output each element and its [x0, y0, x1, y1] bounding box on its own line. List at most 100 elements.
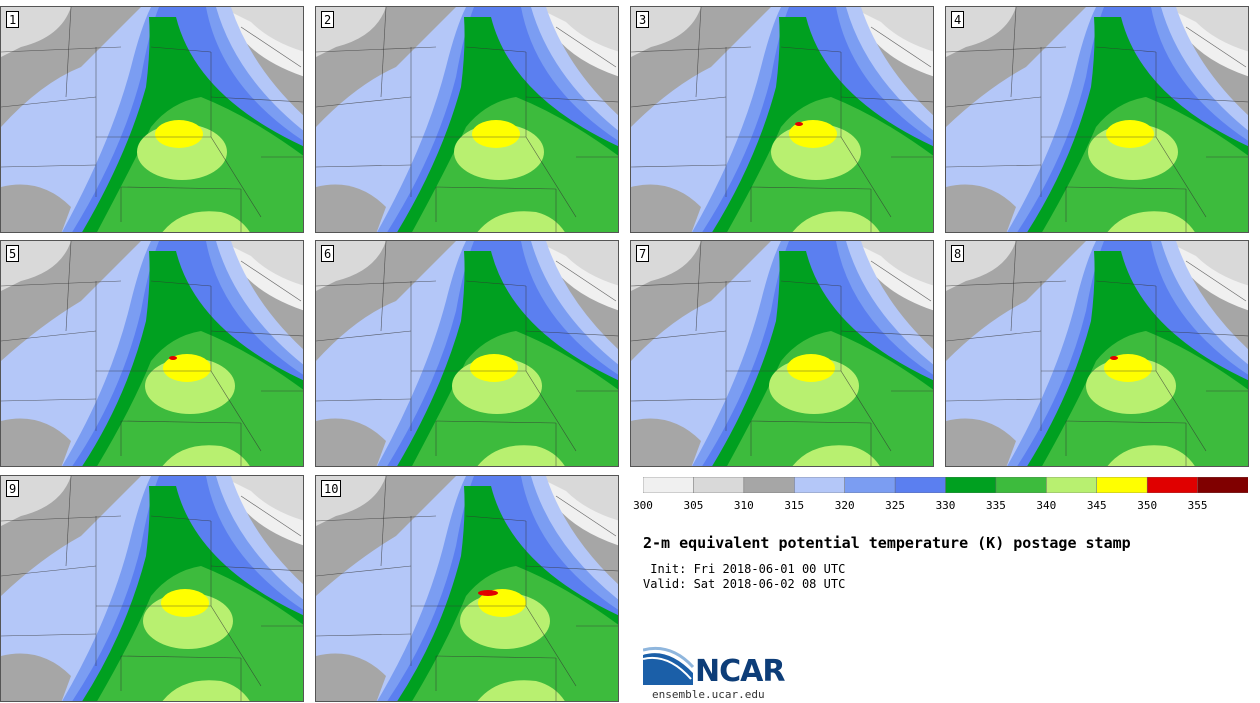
state-boundary [525, 330, 618, 337]
field-345 [478, 589, 526, 617]
field-340-south [477, 680, 565, 701]
field-345 [161, 589, 209, 617]
state-boundary [1095, 46, 1157, 53]
stamp-panel-6: 6 [315, 240, 619, 467]
state-boundary [316, 398, 412, 402]
stamp-map-4 [946, 7, 1248, 232]
stamp-panel-3: 3 [630, 6, 934, 233]
state-boundary [380, 476, 387, 567]
field-340-south [162, 211, 250, 232]
state-boundary [1, 633, 97, 637]
state-boundary [631, 398, 727, 402]
state-boundary [1155, 370, 1207, 452]
colorbar [643, 477, 1248, 493]
state-boundary [525, 370, 577, 452]
state-boundary [1155, 330, 1248, 337]
field-310-sw [1, 653, 71, 701]
state-boundary [465, 515, 527, 522]
state-boundary [750, 186, 872, 190]
state-boundary [210, 96, 303, 103]
colorbar-swatch-350 [1146, 477, 1199, 493]
stamp-map-10 [316, 476, 618, 701]
state-boundary [65, 476, 72, 567]
state-boundary [1065, 186, 1187, 190]
state-boundary [240, 26, 302, 68]
state-boundary [240, 495, 302, 537]
state-boundary [316, 164, 412, 168]
state-boundary [1010, 241, 1017, 332]
field-350 [169, 356, 177, 360]
state-boundary [1, 96, 97, 108]
state-boundary [946, 280, 1067, 287]
state-boundary [435, 655, 557, 659]
state-boundary [946, 398, 1042, 402]
field-345 [472, 120, 520, 148]
colorbar-tick-label: 320 [834, 499, 855, 512]
colorbar-swatch-325 [894, 477, 947, 493]
state-boundary [1, 280, 122, 287]
field-350 [1110, 356, 1118, 360]
state-boundary [380, 7, 387, 98]
field-305 [536, 241, 618, 286]
field-350 [795, 122, 803, 126]
state-boundary [946, 164, 1042, 168]
state-boundary [840, 330, 933, 337]
state-boundary [750, 420, 872, 424]
state-boundary [210, 330, 303, 337]
stamp-label: 3 [636, 11, 650, 28]
field-345 [163, 354, 211, 382]
field-305 [221, 7, 303, 52]
stamp-panel-10: 10 [315, 475, 619, 702]
colorbar-swatch-355 [1197, 477, 1248, 493]
state-boundary [840, 96, 933, 103]
field-310-sw [316, 418, 386, 466]
colorbar-swatch-345 [1096, 477, 1148, 493]
colorbar-tick-label: 310 [733, 499, 754, 512]
field-340-south [1107, 211, 1195, 232]
colorbar-swatch-320 [844, 477, 896, 493]
state-boundary [210, 565, 303, 572]
state-boundary [120, 186, 242, 190]
state-boundary [1, 565, 97, 577]
state-boundary [240, 260, 302, 302]
colorbar-tick-label: 335 [985, 499, 1006, 512]
state-boundary [555, 495, 617, 537]
colorbar-swatch-330 [945, 477, 997, 493]
state-boundary [435, 186, 557, 190]
state-boundary [1, 164, 97, 168]
field-340-south [792, 445, 880, 466]
stamp-map-1 [1, 7, 303, 232]
stamp-label: 4 [951, 11, 965, 28]
state-boundary [120, 420, 242, 424]
stamp-map-3 [631, 7, 933, 232]
state-boundary [210, 370, 262, 452]
state-boundary [120, 655, 242, 659]
colorbar-tick-label: 305 [683, 499, 704, 512]
state-boundary [316, 565, 412, 577]
stamp-panel-9: 9 [0, 475, 304, 702]
stamp-label: 2 [321, 11, 335, 28]
valid-time: Valid: Sat 2018-06-02 08 UTC [643, 577, 846, 591]
state-boundary [380, 241, 387, 332]
stamp-map-5 [1, 241, 303, 466]
state-boundary [946, 46, 1067, 53]
field-310-sw [631, 184, 701, 232]
stamp-panel-8: 8 [945, 240, 1249, 467]
colorbar-swatch-315 [794, 477, 846, 493]
colorbar-tick-label: 350 [1137, 499, 1158, 512]
colorbar-tick-label: 330 [935, 499, 956, 512]
field-305 [536, 7, 618, 52]
field-340-south [1107, 445, 1195, 466]
stamp-label: 7 [636, 245, 650, 262]
logo-url[interactable]: ensemble.ucar.edu [652, 688, 765, 701]
state-boundary [1155, 96, 1248, 103]
field-340-south [477, 445, 565, 466]
field-310-sw [1, 418, 71, 466]
state-boundary [1, 330, 97, 342]
state-boundary [1, 515, 122, 522]
state-boundary [465, 280, 527, 287]
field-340-south [162, 445, 250, 466]
stamp-map-2 [316, 7, 618, 232]
chart-title: 2-m equivalent potential temperature (K)… [643, 534, 1131, 552]
colorbar-tick-label: 300 [633, 499, 653, 512]
